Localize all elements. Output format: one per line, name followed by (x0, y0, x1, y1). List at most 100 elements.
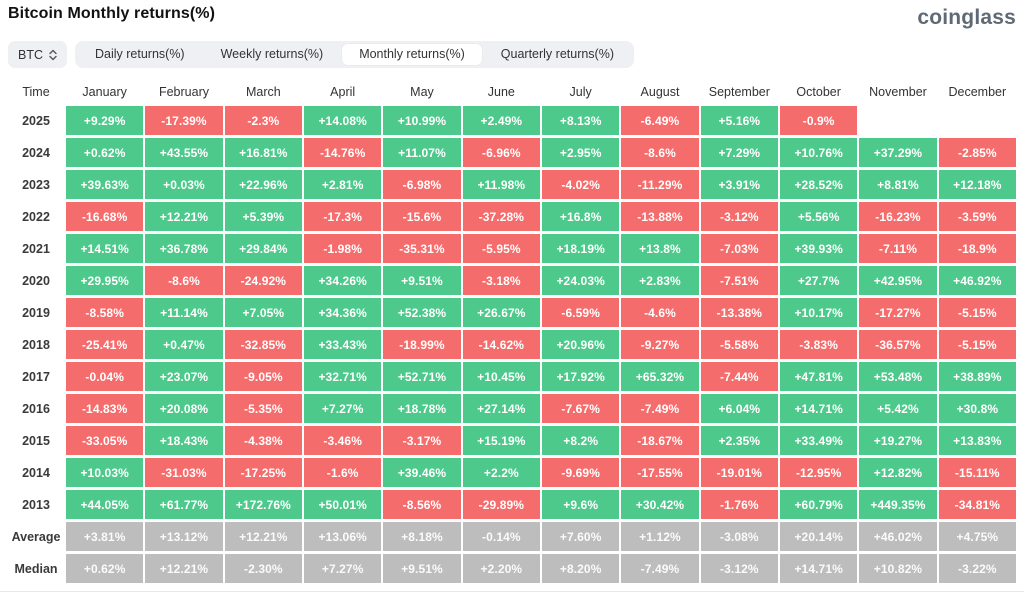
return-cell: -14.83% (66, 394, 144, 423)
return-cell: +10.17% (780, 298, 858, 327)
return-cell (859, 106, 936, 135)
return-cell: +13.83% (938, 426, 1016, 455)
return-cell: +7.60% (542, 522, 620, 551)
return-cell: -8.6% (145, 266, 223, 295)
return-cell: +0.62% (66, 554, 144, 583)
return-cell: -3.83% (780, 330, 858, 359)
return-cell: +29.84% (224, 234, 302, 263)
return-cell: +13.12% (145, 522, 223, 551)
return-cell: +13.06% (304, 522, 382, 551)
return-cell: -16.23% (859, 202, 937, 231)
return-cell: -18.99% (383, 330, 461, 359)
return-cell: -3.12% (700, 554, 778, 583)
return-cell: -6.96% (462, 138, 540, 167)
return-cell: +0.47% (145, 330, 223, 359)
return-cell: -1.98% (304, 234, 382, 263)
return-cell: -17.25% (224, 458, 302, 487)
returns-tabs: Daily returns(%) Weekly returns(%) Monthly… (75, 41, 635, 68)
return-cell: +5.16% (700, 106, 778, 135)
return-cell: -2.30% (224, 554, 302, 583)
return-cell: +3.81% (66, 522, 144, 551)
return-cell: -7.49% (621, 394, 699, 423)
return-cell: +12.21% (145, 554, 223, 583)
return-cell: +46.02% (859, 522, 937, 551)
return-cell: -7.44% (700, 362, 778, 391)
row-label-2021: 2021 (22, 241, 50, 256)
symbol-selector-label: BTC (18, 47, 43, 62)
symbol-selector[interactable]: BTC (8, 41, 67, 68)
tab-quarterly-returns[interactable]: Quarterly returns(%) (484, 44, 631, 65)
row-label-2024: 2024 (22, 145, 50, 160)
return-cell: +0.03% (145, 170, 223, 199)
row-label-average: Average (11, 529, 61, 544)
return-cell: +2.20% (462, 554, 540, 583)
return-cell: +44.05% (66, 490, 144, 519)
return-cell: +10.45% (462, 362, 540, 391)
return-cell: +52.38% (383, 298, 461, 327)
row-label-2020: 2020 (22, 273, 50, 288)
return-cell: +9.51% (383, 554, 461, 583)
return-cell: -14.76% (304, 138, 382, 167)
return-cell: +8.13% (542, 106, 620, 135)
tab-daily-returns[interactable]: Daily returns(%) (78, 44, 202, 65)
row-label-2019: 2019 (22, 305, 50, 320)
return-cell: +12.18% (938, 170, 1016, 199)
return-cell: +52.71% (383, 362, 461, 391)
return-cell: -9.69% (542, 458, 620, 487)
return-cell: +2.95% (542, 138, 620, 167)
return-cell: +9.51% (383, 266, 461, 295)
column-header-time: Time (22, 84, 50, 99)
return-cell: +20.96% (542, 330, 620, 359)
return-cell: +10.82% (859, 554, 937, 583)
return-cell: +14.51% (66, 234, 144, 263)
return-cell: +30.8% (938, 394, 1016, 423)
return-cell: +4.75% (938, 522, 1016, 551)
return-cell: +0.62% (66, 138, 144, 167)
row-label-2025: 2025 (22, 113, 50, 128)
return-cell: +449.35% (859, 490, 937, 519)
return-cell: -7.49% (621, 554, 699, 583)
column-header-july: July (569, 84, 592, 99)
return-cell: -4.6% (621, 298, 699, 327)
column-header-june: June (487, 84, 515, 99)
return-cell: -0.14% (462, 522, 540, 551)
return-cell: +19.27% (859, 426, 937, 455)
returns-table: Time January February March April May June July… (8, 80, 1016, 583)
return-cell: -18.9% (938, 234, 1016, 263)
return-cell: -15.6% (383, 202, 461, 231)
return-cell: +7.29% (700, 138, 778, 167)
return-cell: +8.18% (383, 522, 461, 551)
column-header-october: October (796, 84, 841, 99)
return-cell: +6.04% (700, 394, 778, 423)
return-cell: -4.38% (224, 426, 302, 455)
row-label-2016: 2016 (22, 401, 50, 416)
return-cell: +3.91% (700, 170, 778, 199)
return-cell: -29.89% (462, 490, 540, 519)
return-cell: -34.81% (938, 490, 1016, 519)
return-cell: +5.39% (224, 202, 302, 231)
return-cell: -24.92% (224, 266, 302, 295)
return-cell: +10.03% (66, 458, 144, 487)
return-cell: +11.14% (145, 298, 223, 327)
return-cell: +9.6% (542, 490, 620, 519)
return-cell: +24.03% (542, 266, 620, 295)
return-cell: -2.3% (224, 106, 302, 135)
return-cell: +12.21% (224, 522, 302, 551)
return-cell: +13.8% (621, 234, 699, 263)
return-cell: -16.68% (66, 202, 144, 231)
column-header-february: February (158, 84, 209, 99)
return-cell: -8.6% (621, 138, 699, 167)
return-cell: -3.18% (462, 266, 540, 295)
return-cell: +23.07% (145, 362, 223, 391)
return-cell: -7.67% (542, 394, 620, 423)
return-cell: +7.27% (304, 554, 382, 583)
return-cell: -17.27% (859, 298, 937, 327)
row-label-2013: 2013 (22, 497, 50, 512)
tab-monthly-returns[interactable]: Monthly returns(%) (342, 44, 482, 65)
return-cell: +14.08% (304, 106, 382, 135)
tab-weekly-returns[interactable]: Weekly returns(%) (204, 44, 341, 65)
coinglass-logo[interactable]: coinglass (917, 6, 1016, 29)
return-cell: +33.49% (780, 426, 858, 455)
return-cell: +39.63% (66, 170, 144, 199)
return-cell: +42.95% (859, 266, 937, 295)
